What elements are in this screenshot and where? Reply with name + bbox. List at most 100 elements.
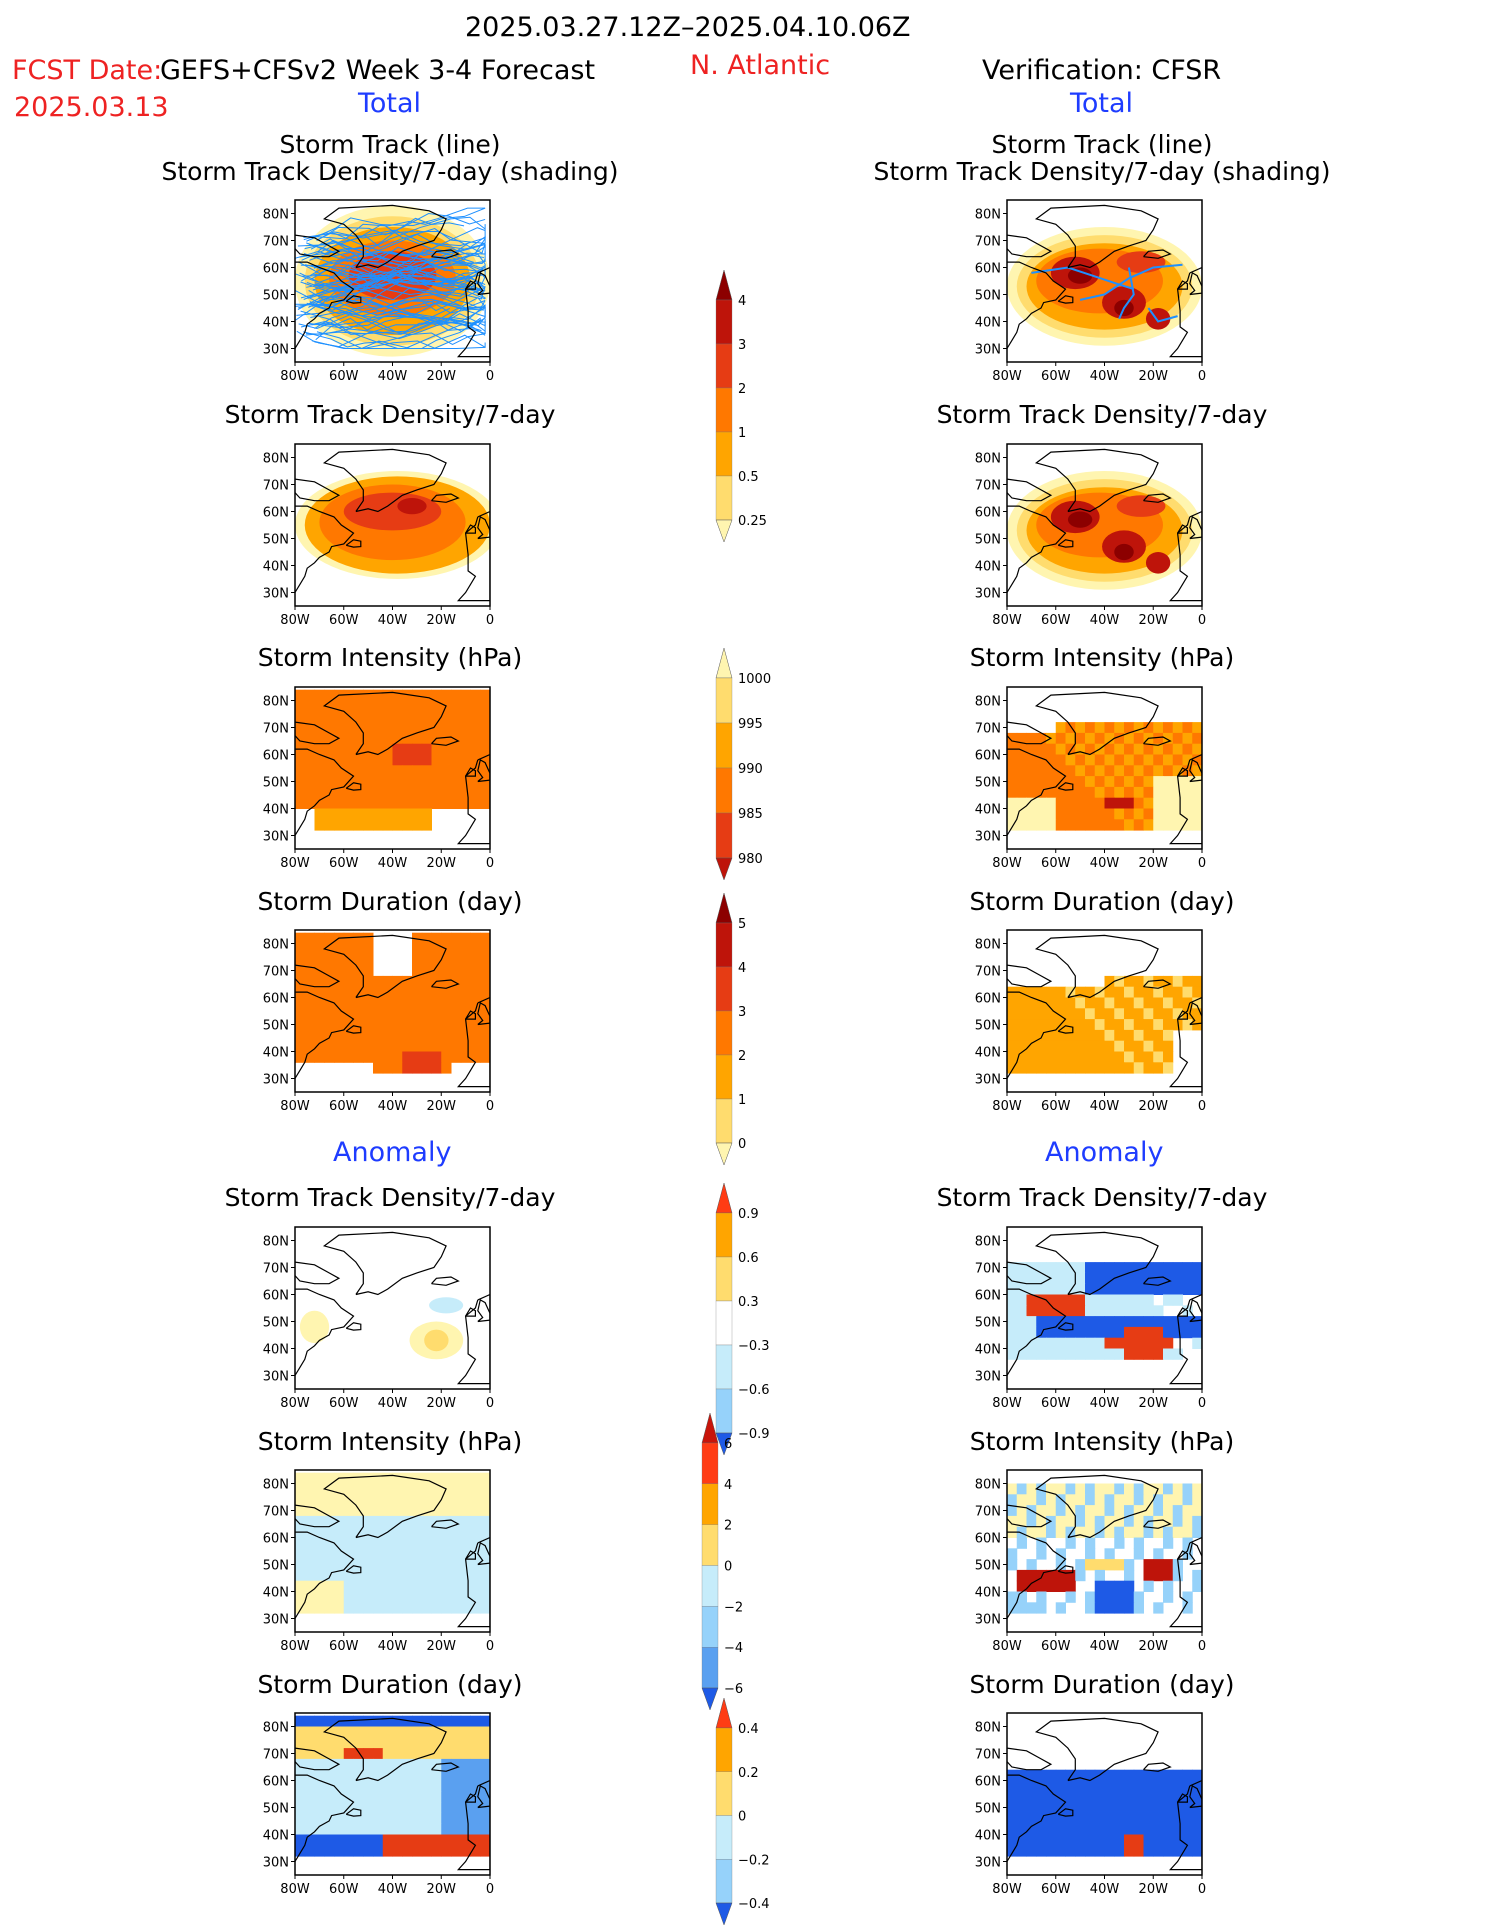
lat-tick-label: 60N <box>263 262 289 277</box>
coastline <box>1007 748 1067 838</box>
lon-tick-label: 80W <box>280 1099 310 1114</box>
coastline <box>345 1025 362 1034</box>
lat-tick-label: 30N <box>975 587 1001 602</box>
coastline <box>1057 1808 1074 1817</box>
coastline <box>295 505 355 595</box>
lon-tick-label: 80W <box>992 1099 1022 1114</box>
lon-tick-label: 40W <box>1090 613 1120 628</box>
shading-layer <box>295 1231 490 1385</box>
title-track-shading-left: Storm Track Density/7-day (shading) <box>161 157 619 186</box>
lon-tick-label: 60W <box>1041 1396 1071 1411</box>
colorbar-swatch <box>715 722 733 769</box>
coastline <box>1189 758 1202 783</box>
coastline <box>295 748 355 838</box>
lon-tick-label: 80W <box>280 613 310 628</box>
colorbar-swatch <box>715 1212 733 1258</box>
lon-tick-label: 20W <box>1139 1099 1169 1114</box>
lon-tick-label: 0 <box>1198 1639 1206 1654</box>
lon-tick-label: 60W <box>1041 1882 1071 1897</box>
shading-layer <box>1007 204 1202 358</box>
title-density-anom-left: Storm Track Density/7-day <box>224 1183 556 1212</box>
coastline <box>295 478 341 502</box>
lat-tick-label: 80N <box>263 452 289 467</box>
lon-tick-label: 20W <box>427 1882 457 1897</box>
coastline <box>1007 261 1067 351</box>
title-intensity-right: Storm Intensity (hPa) <box>969 643 1235 672</box>
coastline <box>456 1779 490 1871</box>
lon-tick-label: 20W <box>427 613 457 628</box>
colorbar-swatch <box>715 1344 733 1390</box>
lat-tick-label: 50N <box>263 533 289 548</box>
lat-tick-label: 70N <box>263 722 289 737</box>
coastline <box>295 1747 341 1771</box>
coastline <box>1007 964 1053 988</box>
shading-layer <box>295 932 490 1088</box>
coastline <box>1168 510 1202 602</box>
lat-tick-label: 70N <box>975 235 1001 250</box>
lat-tick-label: 30N <box>263 343 289 358</box>
colorbar-label: 0.4 <box>738 1722 759 1737</box>
colorbar-duration-anom: 0.4 0.2 0 −0.2 −0.4 <box>715 1697 770 1925</box>
coastline <box>431 1519 460 1529</box>
title-duration-anom-right: Storm Duration (day) <box>969 1670 1235 1699</box>
colorbar-label: −4 <box>724 1641 743 1656</box>
map-density-cfsr: 80N 70N 60N 50N 40N 30N 80W 60W 40W 20W 0 <box>975 443 1206 628</box>
lon-tick-label: 40W <box>1090 1639 1120 1654</box>
title-track-line-left: Storm Track (line) <box>279 130 501 159</box>
lat-tick-label: 80N <box>263 1721 289 1736</box>
coastline <box>431 979 460 989</box>
coastline <box>1143 249 1172 259</box>
lat-tick-label: 30N <box>263 1370 289 1385</box>
colorbar-swatch <box>715 1859 733 1904</box>
lat-tick-label: 50N <box>263 289 289 304</box>
coastline <box>1034 1717 1159 1782</box>
lon-tick-label: 80W <box>280 856 310 871</box>
lon-tick-label: 40W <box>378 1882 408 1897</box>
anomaly-label-left: Anomaly <box>333 1137 452 1168</box>
colorbar-swatch <box>715 1771 733 1816</box>
lat-tick-label: 70N <box>263 965 289 980</box>
title-density-left: Storm Track Density/7-day <box>224 400 556 429</box>
coastline <box>345 1322 362 1331</box>
colorbar-density-anom: 0.9 0.6 0.3 −0.3 −0.6 −0.9 <box>715 1182 770 1455</box>
map-track-line-cfsr: 80N 70N 60N 50N 40N 30N 80W 60W 40W 20W 0 <box>975 199 1206 384</box>
lon-tick-label: 60W <box>329 613 359 628</box>
coastline <box>1189 1001 1202 1026</box>
lat-tick-label: 40N <box>263 1829 289 1844</box>
coastline <box>345 782 362 791</box>
colorbar-density-total: 4 3 2 1 0.5 0.25 <box>715 269 767 542</box>
lat-tick-label: 60N <box>975 262 1001 277</box>
coastline <box>477 515 490 540</box>
lat-tick-label: 70N <box>975 1748 1001 1763</box>
colorbar-label: −2 <box>724 1600 743 1615</box>
coastline <box>1168 266 1202 358</box>
shading-layer <box>1007 691 1202 845</box>
colorbar-label: −0.3 <box>738 1339 770 1354</box>
coastline <box>1007 1261 1053 1285</box>
colorbar-label: 2 <box>738 382 746 397</box>
coastline <box>1007 991 1067 1081</box>
coastline <box>1007 1504 1053 1528</box>
title-intensity-anom-left: Storm Intensity (hPa) <box>257 1427 523 1456</box>
colorbar-label: 4 <box>738 294 746 309</box>
lon-tick-label: 80W <box>280 1396 310 1411</box>
lat-tick-label: 80N <box>975 695 1001 710</box>
lat-tick-label: 60N <box>975 1775 1001 1790</box>
shading-layer <box>1007 1474 1202 1628</box>
colorbar-swatch <box>715 966 733 1012</box>
lat-tick-label: 60N <box>263 506 289 521</box>
coastline <box>345 295 362 304</box>
colorbar-swatch <box>715 1054 733 1100</box>
coastline <box>1177 767 1188 777</box>
colorbar-label: 2 <box>738 1049 746 1064</box>
coastline <box>1007 1531 1067 1621</box>
coastline <box>345 539 362 548</box>
lon-tick-label: 60W <box>1041 856 1071 871</box>
colorbar-swatch <box>715 343 733 389</box>
shading-layer <box>1007 1231 1202 1385</box>
lon-tick-label: 40W <box>378 613 408 628</box>
colorbar-swatch <box>715 299 733 345</box>
lat-tick-label: 80N <box>975 938 1001 953</box>
lon-tick-label: 80W <box>992 613 1022 628</box>
lat-tick-label: 40N <box>263 1046 289 1061</box>
